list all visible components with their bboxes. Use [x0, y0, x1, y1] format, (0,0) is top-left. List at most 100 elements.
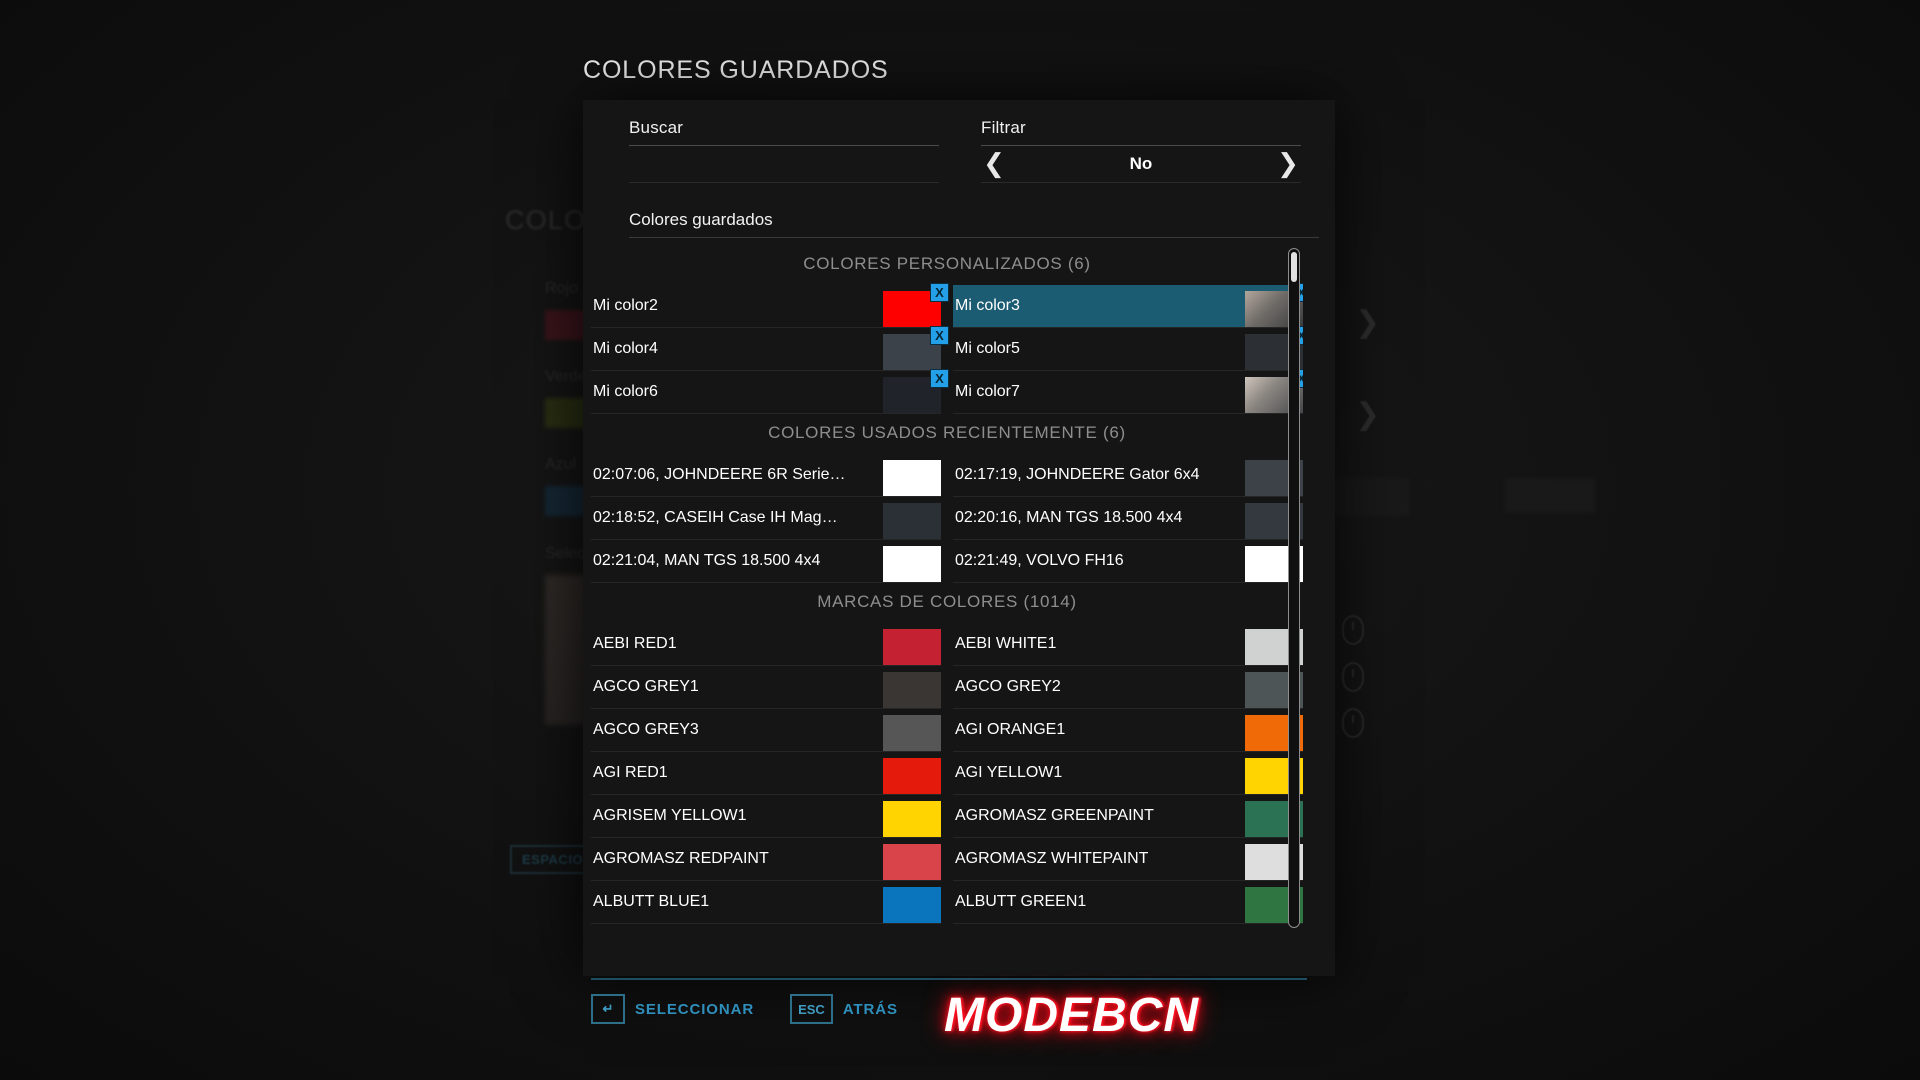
search-underline-bottom [629, 182, 939, 183]
chevron-right-icon[interactable]: ❯ [1277, 149, 1299, 179]
list-item[interactable]: AEBI WHITE1 [953, 623, 1303, 666]
color-swatch-wrapper [883, 500, 941, 539]
color-swatch [883, 460, 941, 496]
list-item[interactable]: Mi color5 X [953, 326, 1303, 371]
table-row: AGRISEM YELLOW1 AGROMASZ GREENPAINT [591, 795, 1303, 838]
list-item[interactable]: AGCO GREY2 [953, 666, 1303, 709]
color-swatch-wrapper [883, 841, 941, 880]
list-item[interactable]: AGCO GREY1 [591, 666, 941, 709]
color-swatch [883, 546, 941, 582]
list-item[interactable]: 02:21:04, MAN TGS 18.500 4x4 [591, 540, 941, 583]
table-row: 02:07:06, JOHNDEERE 6R Series ... 02:17:1… [591, 454, 1303, 497]
list-item-label: ALBUTT BLUE1 [593, 893, 710, 910]
color-swatch [883, 887, 941, 923]
search-input[interactable] [629, 146, 939, 182]
footer-divider [591, 978, 1307, 980]
list-item[interactable]: ALBUTT BLUE1 [591, 881, 941, 924]
group-header: COLORES USADOS RECIENTEMENTE (6) [768, 423, 1126, 442]
color-swatch [883, 801, 941, 837]
color-swatch [883, 758, 941, 794]
list-item[interactable]: Mi color4 X [591, 326, 949, 371]
background-slider-label-verde: Verde [545, 368, 587, 385]
search-underline-top [629, 145, 939, 146]
filter-underline-bottom [981, 182, 1301, 183]
list-item[interactable]: 02:07:06, JOHNDEERE 6R Series ... [591, 454, 941, 497]
list-item-label: 02:18:52, CASEIH Case IH Magnu... [593, 509, 846, 526]
hint-seleccionar[interactable]: ↵ SELECCIONAR [591, 994, 754, 1024]
filter-label: Filtrar [981, 118, 1026, 137]
list-item-label: AGCO GREY2 [955, 678, 1061, 695]
hint-atras[interactable]: ESC ATRÁS [790, 994, 898, 1024]
color-swatch [883, 503, 941, 539]
list-item-label: Mi color2 [593, 297, 658, 314]
chevron-left-icon[interactable]: ❮ [983, 149, 1005, 179]
list-item-label: AGI ORANGE1 [955, 721, 1066, 738]
color-swatch [883, 629, 941, 665]
list-item[interactable]: ALBUTT GREEN1 [953, 881, 1303, 924]
list-item[interactable]: AGI RED1 [591, 752, 941, 795]
list-item[interactable]: AGCO GREY3 [591, 709, 941, 752]
table-row: 02:21:04, MAN TGS 18.500 4x4 02:21:49, VO… [591, 540, 1303, 583]
table-row: AGCO GREY3 AGI ORANGE1 [591, 709, 1303, 752]
saved-colors-list[interactable]: COLORES PERSONALIZADOS (6) Mi color2 X Mi c… [591, 245, 1303, 935]
group-header: COLORES PERSONALIZADOS (6) [803, 254, 1091, 273]
list-item[interactable]: AGROMASZ GREENPAINT [953, 795, 1303, 838]
list-item[interactable]: Mi color2 X [591, 283, 949, 328]
list-item-label: Mi color5 [955, 340, 1020, 357]
filter-underline-top [981, 145, 1301, 146]
list-item[interactable]: 02:20:16, MAN TGS 18.500 4x4 [953, 497, 1303, 540]
hint-label-seleccionar: SELECCIONAR [635, 1000, 755, 1018]
mouse-icon-bg-2 [1342, 662, 1364, 692]
list-item-label: Mi color6 [593, 383, 658, 400]
list-item[interactable]: AGI ORANGE1 [953, 709, 1303, 752]
table-row: AEBI RED1 AEBI WHITE1 [591, 623, 1303, 666]
delete-color-icon[interactable]: X [930, 326, 949, 345]
table-row: AGCO GREY1 AGCO GREY2 [591, 666, 1303, 709]
list-label: Colores guardados [629, 210, 773, 229]
color-swatch-wrapper [883, 457, 941, 496]
brand-logo: MODEBCN [944, 989, 1199, 1042]
enter-key: ↵ [591, 994, 625, 1024]
list-item[interactable]: AGI YELLOW1 [953, 752, 1303, 795]
list-item[interactable]: AGROMASZ REDPAINT [591, 838, 941, 881]
list-item-label: AGROMASZ GREENPAINT [955, 807, 1154, 824]
list-item[interactable]: 02:17:19, JOHNDEERE Gator 6x4 [953, 454, 1303, 497]
list-item-label: AEBI RED1 [593, 635, 677, 652]
list-item[interactable]: Mi color6 X [591, 369, 949, 414]
color-swatch-wrapper: X [883, 369, 949, 413]
filter-selector[interactable]: ❮ No ❯ [981, 146, 1301, 182]
group-header: MARCAS DE COLORES (1014) [817, 592, 1077, 611]
list-label-group: Colores guardados [629, 210, 1319, 238]
color-swatch-wrapper [883, 543, 941, 582]
list-item-label: AGROMASZ REDPAINT [593, 850, 769, 867]
list-item[interactable]: Mi color7 X [953, 369, 1303, 414]
list-item-label: AGI RED1 [593, 764, 668, 781]
color-swatch-wrapper [883, 669, 941, 708]
hint-label-atras: ATRÁS [842, 1000, 898, 1018]
list-item-label: 02:17:19, JOHNDEERE Gator 6x4 [955, 466, 1200, 483]
list-item-label: ALBUTT GREEN1 [955, 893, 1087, 910]
list-item[interactable]: 02:21:49, VOLVO FH16 [953, 540, 1303, 583]
filter-value: No [1129, 154, 1153, 173]
list-item-label: AEBI WHITE1 [955, 635, 1057, 652]
chevron-right-icon-bg-1: ❯ [1355, 305, 1381, 340]
mouse-icon-bg-3 [1342, 708, 1364, 738]
delete-color-icon[interactable]: X [930, 369, 949, 388]
list-item[interactable]: AGRISEM YELLOW1 [591, 795, 941, 838]
list-item[interactable]: Mi color3 X [953, 283, 1303, 328]
list-scrollbar[interactable] [1288, 248, 1300, 928]
list-item[interactable]: AGROMASZ WHITEPAINT [953, 838, 1303, 881]
color-swatch-wrapper: X [883, 283, 949, 327]
delete-color-icon[interactable]: X [930, 283, 949, 302]
color-swatch [883, 844, 941, 880]
list-item[interactable]: 02:18:52, CASEIH Case IH Magnu... [591, 497, 941, 540]
table-row: AGROMASZ REDPAINT AGROMASZ WHITEPAINT [591, 838, 1303, 881]
filter-field-group: Filtrar ❮ No ❯ [981, 118, 1301, 183]
list-item-label: Mi color7 [955, 383, 1020, 400]
scrollbar-thumb[interactable] [1291, 252, 1297, 282]
search-field-group: Buscar [629, 118, 939, 183]
list-item[interactable]: AEBI RED1 [591, 623, 941, 666]
color-swatch-wrapper [883, 712, 941, 751]
list-item-label: 02:21:49, VOLVO FH16 [955, 552, 1124, 569]
